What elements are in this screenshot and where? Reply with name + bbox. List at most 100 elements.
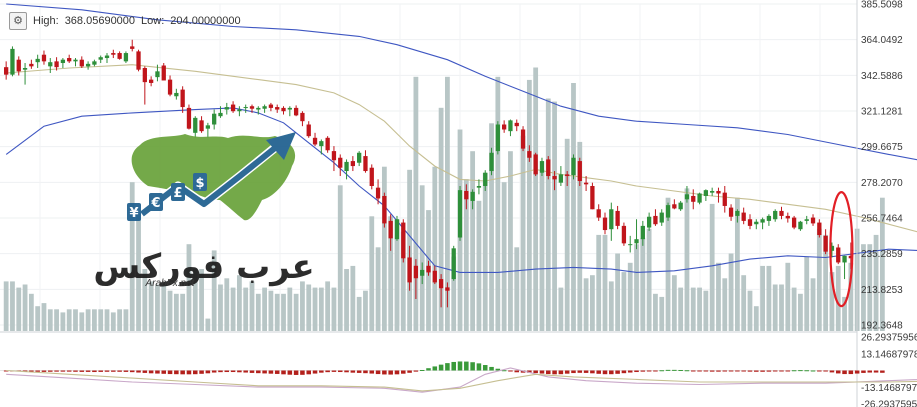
candle [325,136,330,153]
macd-bar [155,370,160,374]
volume-bar [186,244,192,331]
macd-bar [123,370,129,372]
macd-bar [281,370,286,375]
volume-bar [10,281,15,331]
y-tick-label: 213.8253 [861,285,903,296]
volume-bar [413,76,419,331]
currency-tile [127,203,141,221]
candle [148,76,154,87]
macd-bar [356,370,362,373]
candle [130,39,135,52]
macd-bar [388,370,393,375]
candle-body [571,157,576,176]
macd-bar [117,370,122,372]
candle-body [823,235,828,252]
volume-bar [709,203,715,331]
macd-bar [111,370,116,372]
macd-bar [445,363,450,371]
y-tick-label: 192.3648 [861,321,903,332]
macd-bar [432,366,438,371]
candle-body [130,46,135,49]
macd-bar [609,370,614,375]
candle-body [640,225,645,240]
macd-bar [79,370,85,372]
volume-bar [728,253,734,331]
macd-bar [419,369,425,371]
volume-bar [526,79,532,332]
candle [640,220,645,246]
candle-body [193,117,198,133]
macd-signal-line [6,369,917,392]
volume-bar [451,256,457,331]
y-axis-labels: 385.5098 364.0492 342.5886 321.1281 299.6675… [861,0,917,407]
candle [92,59,97,67]
candle-body [785,215,790,219]
volume-bar [501,182,507,331]
candle-body [180,89,185,108]
macd-bar [35,370,40,372]
candle-body [546,159,551,177]
macd-bar [552,370,557,375]
y-tick-label: 278.2070 [861,178,903,189]
gear-icon[interactable]: ⚙ [9,12,27,30]
candle-body [48,62,53,67]
candle-body [174,92,179,97]
macd-bar [256,370,261,374]
candle-body [659,212,664,223]
y-tick-label: 364.0492 [861,35,903,46]
low-label: Low: [141,15,165,27]
candle-body [691,195,696,202]
macd-bar [230,370,236,373]
volume-bar [54,309,59,331]
candle [483,170,488,191]
currency-symbol: £ [173,186,182,201]
volume-bar [293,293,299,331]
macd-bar [401,370,406,374]
volume-bar [318,287,324,331]
candle-body [73,59,78,62]
candle [167,75,173,97]
macd-bar [665,369,671,371]
candle [161,63,166,81]
macd-bar [350,370,356,373]
candle-body [300,112,305,122]
candle-body [665,205,671,218]
volume-bar [110,312,116,331]
macd-bar [66,370,72,372]
candle-body [552,176,557,180]
candle-body [10,48,15,75]
candle-body [344,161,349,172]
candle-body [602,217,608,231]
macd-bar [659,370,665,372]
macd-bar [363,370,368,374]
candle [281,106,286,115]
macd-bar [842,370,847,375]
volume-bar [117,309,123,331]
macd-bar [325,370,330,373]
volume-bar [766,265,772,331]
candle-body [199,120,204,132]
macd-bar [104,370,110,372]
candle [331,146,337,172]
candle [773,209,778,222]
candle-body [394,219,400,240]
volume-bar [867,244,873,331]
macd-bar [48,370,53,372]
volume-bar [363,290,368,331]
macd-bar [520,370,526,373]
volume-bar [665,197,671,331]
candle-body [325,137,330,151]
volume-bar [312,287,318,331]
candle [67,54,72,64]
volume-bar [671,275,677,331]
candle-body [609,209,614,230]
candle [754,219,759,230]
macd-bar [514,370,520,373]
candle-body [262,106,267,109]
candle-body [565,174,570,177]
macd-bar [634,370,639,373]
macd-bar [873,370,879,373]
candles [4,39,853,308]
